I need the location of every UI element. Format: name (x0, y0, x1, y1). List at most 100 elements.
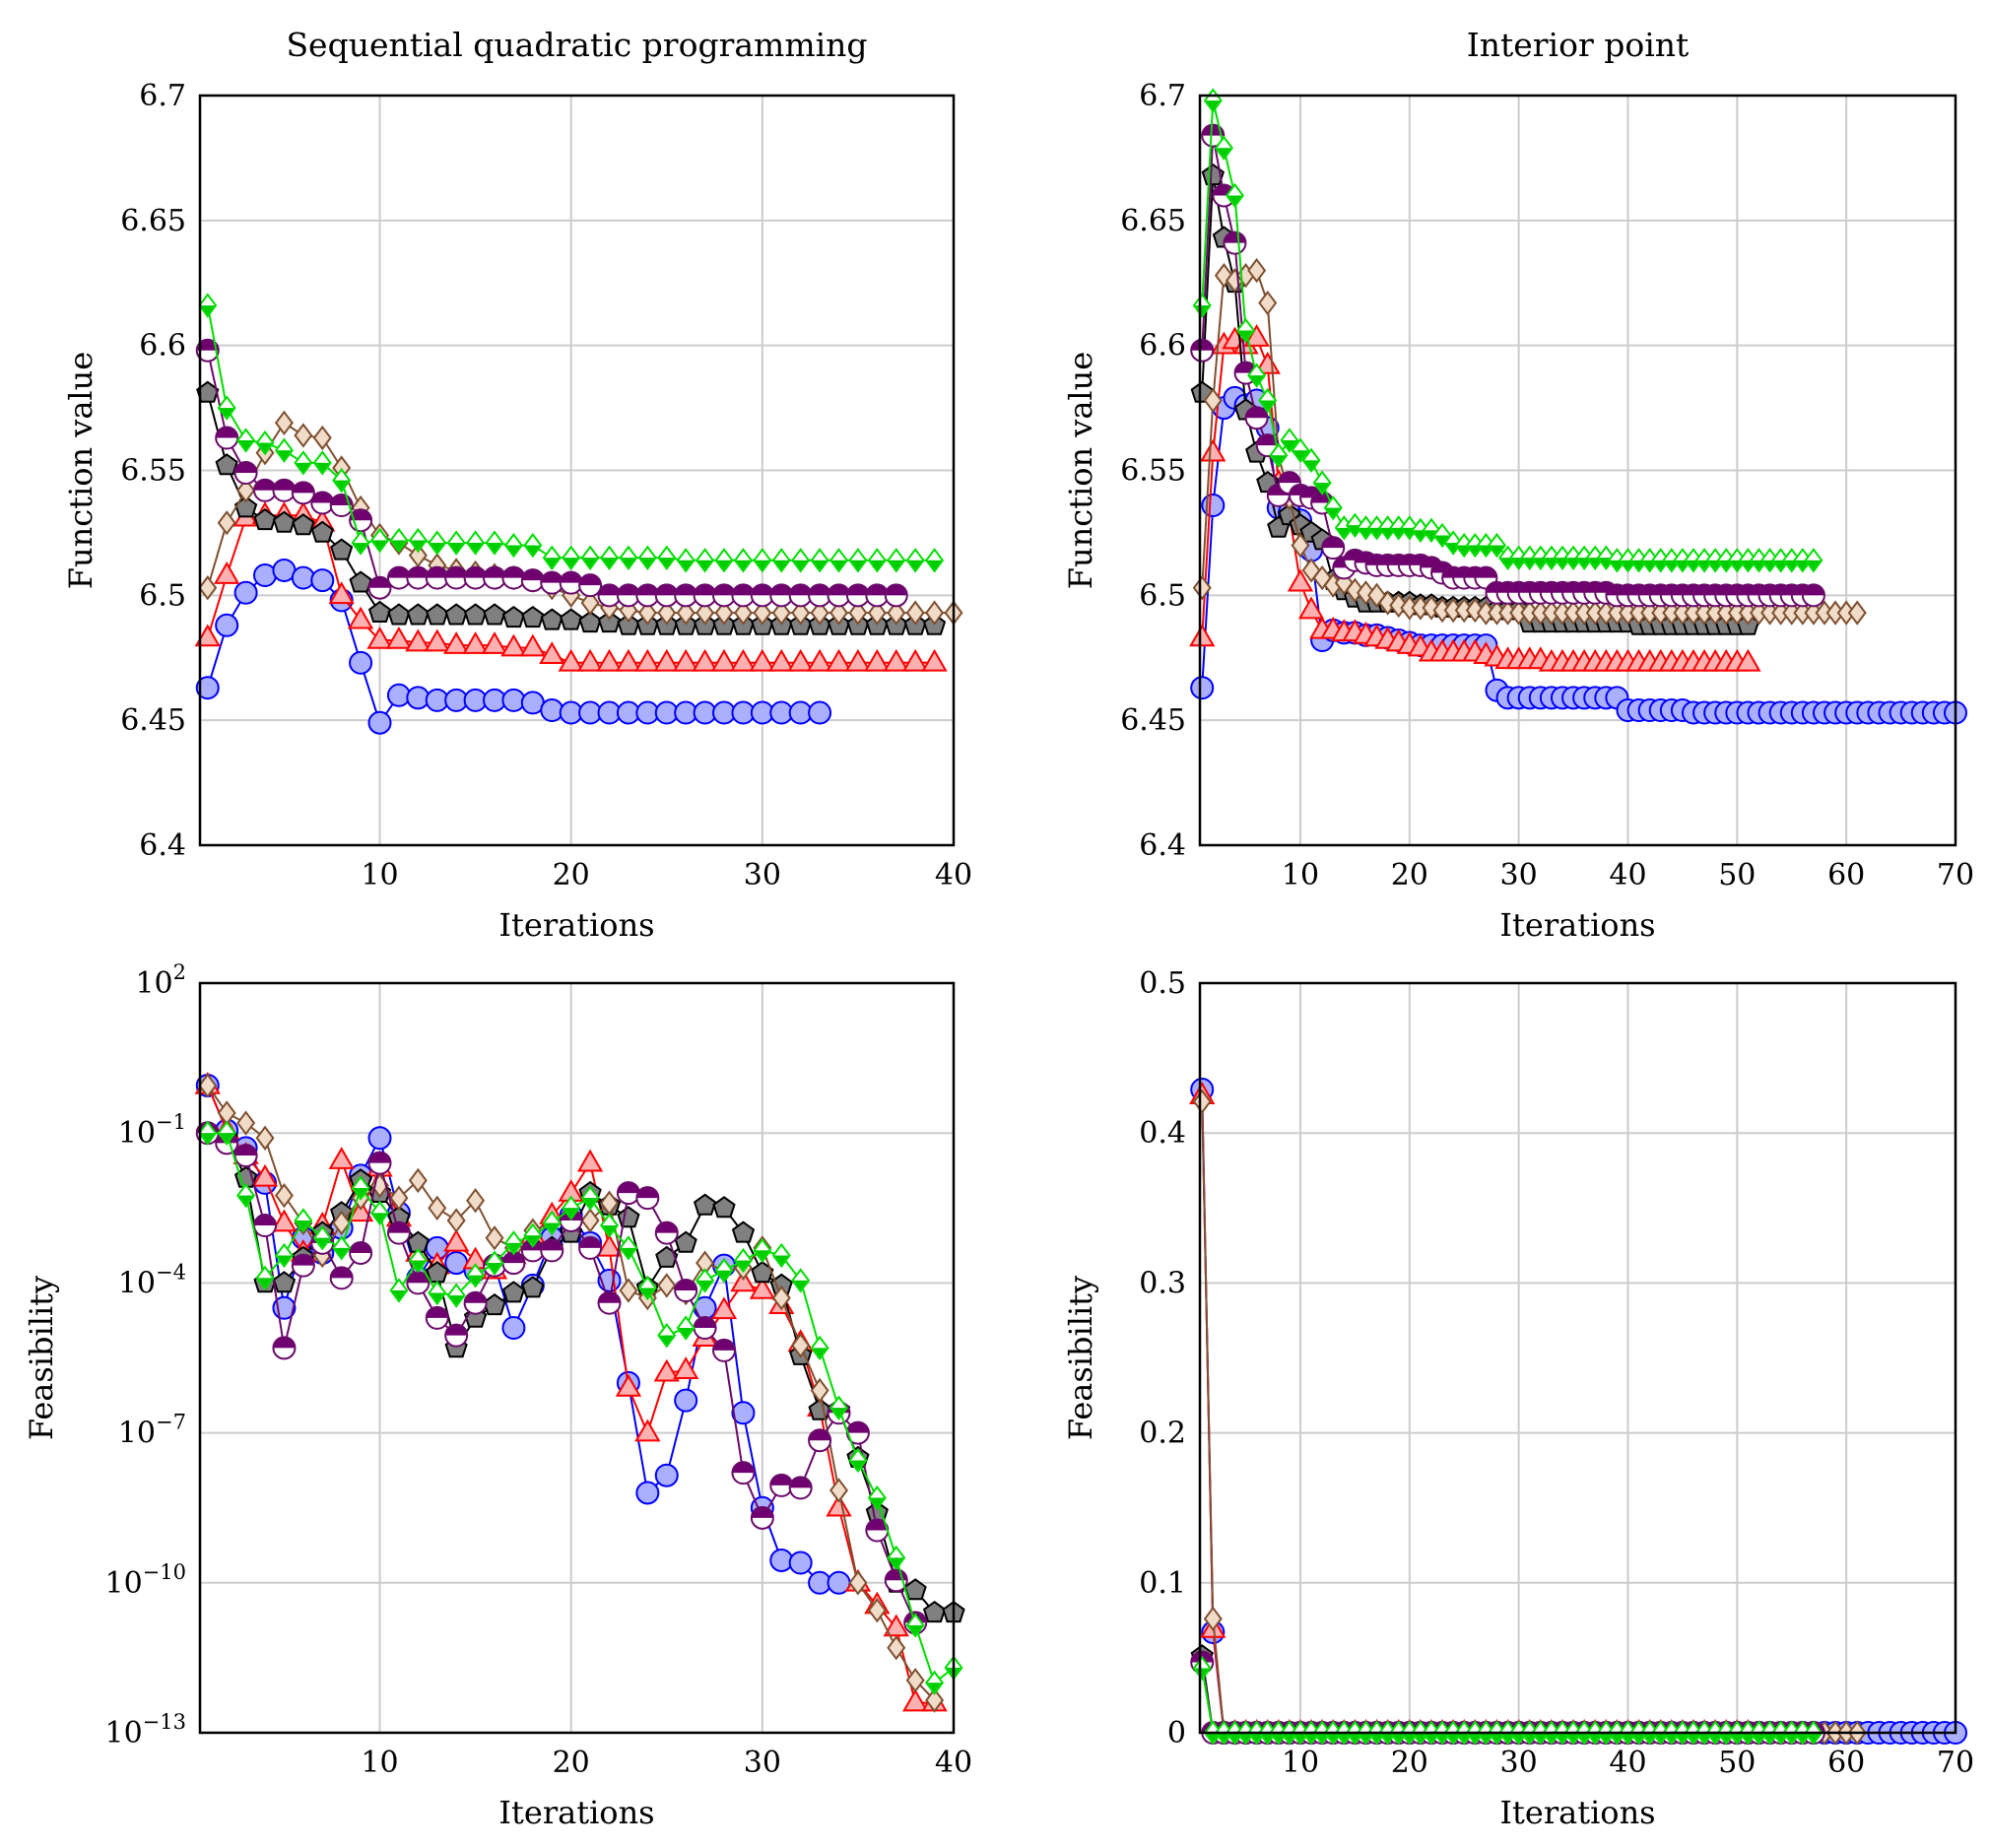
green-halfdiamond-marker (714, 1258, 734, 1284)
blue-circle-marker (310, 568, 335, 593)
purple-halfcircle-marker (674, 583, 698, 608)
brown-diamond-marker (312, 425, 332, 451)
green-halfdiamond-marker (466, 530, 486, 556)
green-halfdiamond-marker (753, 1237, 772, 1264)
series-brown-diamond (1192, 1089, 1867, 1746)
green-halfdiamond-marker (580, 1185, 600, 1211)
x-tick-label: 50 (1718, 858, 1756, 892)
chart-title: Interior point (1467, 26, 1690, 64)
green-halfdiamond-marker (370, 1200, 390, 1226)
x-tick-label: 30 (744, 858, 781, 892)
green-halfdiamond-marker (466, 1263, 486, 1288)
green-halfdiamond-marker (733, 548, 753, 573)
green-halfdiamond-marker (1323, 495, 1343, 521)
x-axis-label: Iterations (498, 906, 654, 944)
black-pentagon-marker (483, 603, 506, 626)
green-halfdiamond-marker (810, 1335, 829, 1361)
purple-halfcircle-marker (769, 583, 794, 608)
red-triangle-marker (902, 1688, 929, 1712)
green-halfdiamond-marker (600, 545, 620, 570)
brown-diamond-marker (1847, 600, 1867, 626)
red-triangle-marker (576, 1149, 604, 1172)
green-halfdiamond-marker (848, 548, 868, 573)
red-triangle-marker (576, 648, 604, 672)
chart-title: Sequential quadratic programming (286, 26, 867, 64)
x-tick-label: 60 (1827, 858, 1865, 892)
purple-halfcircle-marker (195, 338, 220, 363)
purple-halfcircle-marker (635, 583, 660, 608)
y-tick-label: 0.3 (1139, 1266, 1186, 1300)
blue-circle-marker (654, 1463, 679, 1487)
brown-diamond-marker (829, 600, 849, 626)
y-tick-label: 6.55 (120, 454, 186, 489)
y-tick-label: 0 (1167, 1716, 1186, 1750)
purple-halfcircle-marker (712, 583, 737, 608)
brown-diamond-marker (810, 1377, 829, 1404)
brown-diamond-marker (753, 600, 772, 626)
purple-halfcircle-marker (750, 1505, 774, 1530)
blue-circle-marker (195, 676, 220, 700)
series-black-pentagon (196, 380, 947, 635)
purple-halfcircle-marker (693, 1316, 717, 1341)
green-halfdiamond-marker (503, 1230, 523, 1256)
y-tick-label: 10−7 (118, 1411, 186, 1451)
green-halfdiamond-marker (925, 1670, 945, 1695)
brown-diamond-marker (446, 1208, 466, 1233)
series-green-halfdiamond (1192, 1655, 1823, 1746)
brown-diamond-marker (1247, 257, 1267, 284)
purple-halfcircle-marker (444, 1323, 469, 1348)
red-triangle-marker (634, 648, 661, 672)
green-halfdiamond-marker (255, 429, 275, 456)
green-halfdiamond-marker (600, 1213, 620, 1238)
red-triangle-marker (1287, 568, 1314, 592)
green-halfdiamond-marker (446, 1283, 466, 1308)
x-tick-label: 30 (744, 1746, 781, 1780)
green-halfdiamond-marker (829, 1395, 849, 1420)
brown-diamond-marker (829, 1478, 849, 1503)
black-pentagon-marker (674, 1230, 697, 1253)
purple-halfcircle-marker (674, 1279, 698, 1303)
green-halfdiamond-marker (351, 1175, 370, 1201)
y-tick-label: 6.6 (139, 329, 186, 363)
brown-diamond-marker (637, 600, 657, 626)
purple-halfcircle-marker (1233, 361, 1258, 385)
purple-halfcircle-marker (731, 583, 756, 608)
black-pentagon-marker (521, 605, 545, 628)
sqp-function-panel: 10 20 30 40 6.4 6.45 6.5 6.55 6.6 6.65 6.7 Iteratio… (62, 26, 972, 944)
red-triangle-marker (864, 648, 891, 672)
y-tick-label: 102 (135, 960, 186, 1001)
red-triangle-marker (251, 1163, 279, 1187)
series-line-blue-circle (1201, 1089, 1956, 1734)
green-halfdiamond-marker (1804, 1720, 1823, 1746)
y-tick-label: 6.45 (120, 703, 186, 738)
red-triangle-marker (1189, 624, 1216, 647)
green-halfdiamond-marker (771, 1242, 791, 1269)
purple-halfcircle-marker (884, 583, 908, 608)
black-pentagon-marker (922, 1600, 947, 1623)
black-pentagon-marker (617, 1206, 640, 1228)
purple-halfcircle-marker (540, 570, 564, 595)
series-group (194, 1071, 965, 1713)
blue-circle-marker (501, 1316, 526, 1341)
brown-diamond-marker (1291, 532, 1310, 559)
black-pentagon-marker (578, 610, 602, 633)
purple-halfcircle-marker (1223, 231, 1247, 255)
black-pentagon-marker (272, 1271, 297, 1293)
green-halfdiamond-marker (829, 548, 849, 573)
brown-diamond-marker (676, 600, 696, 626)
y-axis-label: Feasibility (1062, 1276, 1099, 1440)
green-halfdiamond-marker (1280, 428, 1299, 453)
brown-diamond-marker (696, 600, 715, 626)
y-tick-label: 6.5 (139, 578, 186, 613)
green-halfdiamond-marker (1214, 135, 1233, 161)
red-triangle-marker (405, 628, 431, 652)
axes-frame (1198, 981, 1957, 1735)
purple-halfcircle-marker (731, 1461, 756, 1485)
y-tick-label: 6.55 (1120, 454, 1186, 489)
x-tick-label: 10 (1282, 1746, 1319, 1780)
green-halfdiamond-marker (312, 450, 332, 476)
green-halfdiamond-marker (714, 548, 734, 573)
brown-diamond-marker (198, 1073, 218, 1098)
brown-diamond-marker (905, 600, 925, 626)
blue-circle-marker (635, 1481, 660, 1505)
